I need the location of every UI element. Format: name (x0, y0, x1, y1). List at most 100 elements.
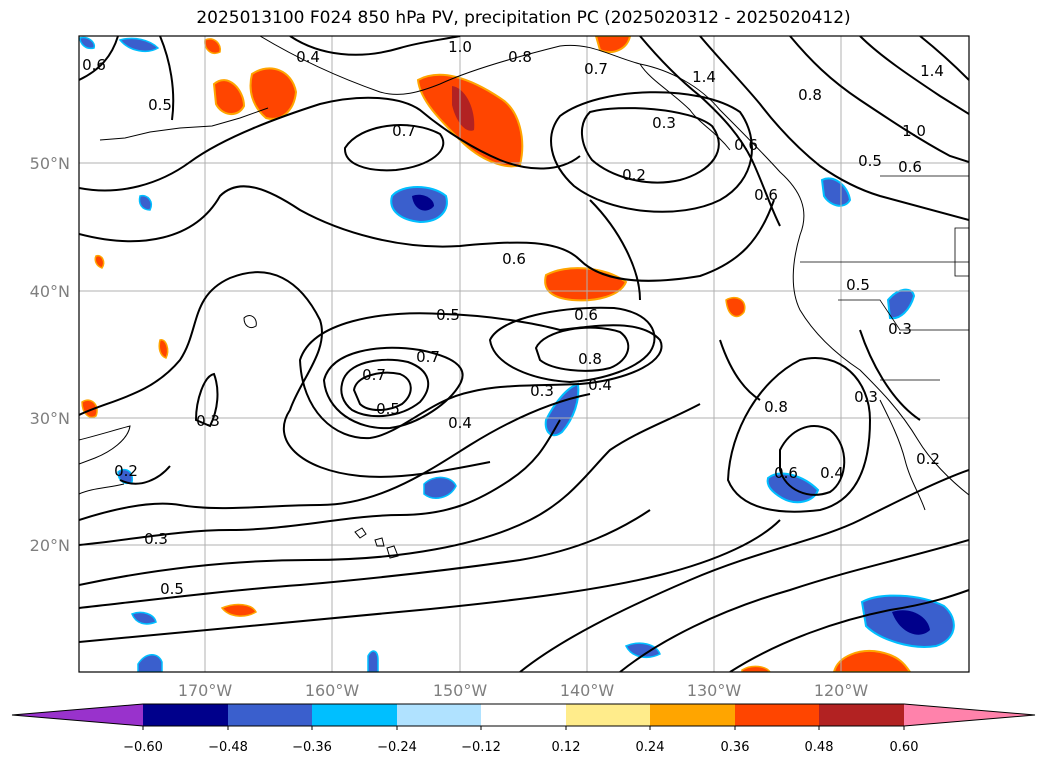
colorbar-tick: −0.48 (208, 740, 248, 755)
contour-label: 0.2 (916, 450, 940, 468)
contour-label: 0.7 (362, 366, 386, 384)
contour-label: 0.8 (798, 86, 822, 104)
contour-label: 0.2 (114, 462, 138, 480)
contour-label: 0.3 (530, 382, 554, 400)
colorbar-tick: 0.12 (552, 740, 581, 755)
contour-label: 0.8 (764, 398, 788, 416)
precip-patch-negative (367, 650, 379, 672)
gridlines (79, 36, 969, 672)
contour-label: 0.5 (436, 306, 460, 324)
precip-patch-negative (79, 36, 96, 50)
contour-label: 0.2 (622, 166, 646, 184)
contour-label: 0.7 (392, 122, 416, 140)
contour-label: 0.3 (196, 412, 220, 430)
contour-label: 0.3 (144, 530, 168, 548)
precip-patch-positive (741, 665, 771, 672)
contour-label: 0.8 (508, 48, 532, 66)
precip-patch-positive (544, 267, 628, 302)
colorbar-tick: −0.60 (123, 740, 163, 755)
colorbar-cell (397, 704, 481, 726)
colorbar-extend-high (904, 704, 1035, 726)
precip-patch-negative (423, 476, 457, 499)
precip-patch-strong-negative (892, 610, 930, 635)
colorbar-cell (566, 704, 650, 726)
lon-label: 130°W (687, 681, 742, 700)
colorbar-tick: 0.36 (721, 740, 750, 755)
colorbar: −0.60 −0.48 −0.36 −0.24 −0.12 0.12 0.24 … (11, 703, 1036, 755)
coastlines (79, 36, 969, 559)
map-title: 2025013100 F024 850 hPa PV, precipitatio… (196, 8, 851, 28)
contour-label: 1.4 (920, 62, 944, 80)
precip-patch-negative (131, 611, 157, 625)
colorbar-cell (650, 704, 735, 726)
precip-patch-negative (138, 194, 152, 211)
precip-patch-positive (725, 296, 746, 318)
colorbar-cell (819, 704, 904, 726)
map-plot-area: 1.0 0.4 0.6 0.5 0.8 0.7 1.4 0.8 1.4 1.0 … (79, 36, 969, 672)
contour-label: 0.6 (734, 136, 758, 154)
precip-patch-positive (158, 339, 169, 359)
lon-label: 120°W (814, 681, 869, 700)
contour-labels: 1.0 0.4 0.6 0.5 0.8 0.7 1.4 0.8 1.4 1.0 … (82, 38, 944, 598)
contour-label: 0.5 (376, 400, 400, 418)
precip-patch-negative (886, 288, 916, 320)
precip-patch-negative (544, 382, 580, 437)
colorbar-extend-low (12, 704, 143, 726)
colorbar-cell (735, 704, 819, 726)
lat-label: 40°N (30, 282, 70, 301)
contour-label: 0.3 (652, 114, 676, 132)
colorbar-cells (11, 703, 1036, 730)
contour-label: 0.6 (502, 250, 526, 268)
lat-label: 30°N (30, 409, 70, 428)
contour-label: 0.4 (296, 48, 320, 66)
contour-label: 0.5 (160, 580, 184, 598)
precip-patch-negative (820, 177, 852, 207)
contour-label: 1.4 (692, 68, 716, 86)
precip-patch-positive (212, 79, 246, 115)
contour-label: 0.7 (584, 60, 608, 78)
precip-patch-positive (94, 254, 105, 269)
colorbar-ticks: −0.60 −0.48 −0.36 −0.24 −0.12 0.12 0.24 … (123, 740, 918, 755)
lat-label: 20°N (30, 536, 70, 555)
colorbar-cell (312, 704, 397, 726)
precip-patch-strong (452, 86, 475, 131)
lon-label: 150°W (433, 681, 488, 700)
contour-label: 0.4 (588, 376, 612, 394)
contour-label: 0.6 (774, 464, 798, 482)
contour-label: 1.0 (902, 122, 926, 140)
borders (800, 175, 969, 381)
precip-patch-positive (220, 603, 257, 617)
colorbar-tick: 0.48 (805, 740, 834, 755)
contour-label: 1.0 (448, 38, 472, 56)
precip-patch-positive (204, 38, 222, 54)
colorbar-tick: −0.36 (292, 740, 332, 755)
contour-label: 0.7 (416, 348, 440, 366)
colorbar-tick: 0.60 (890, 740, 919, 755)
lat-labels: 50°N 40°N 30°N 20°N (30, 154, 70, 555)
lon-label: 160°W (305, 681, 360, 700)
contour-label: 0.5 (846, 276, 870, 294)
contour-label: 0.6 (898, 158, 922, 176)
contour-label: 0.6 (754, 186, 778, 204)
contour-label: 0.8 (578, 350, 602, 368)
lon-label: 140°W (560, 681, 615, 700)
colorbar-cell (143, 704, 228, 726)
contour-label: 0.6 (82, 56, 106, 74)
precip-patch-negative (137, 654, 163, 672)
colorbar-cell (481, 704, 566, 726)
precip-patch-positive (249, 67, 298, 120)
lon-label: 170°W (178, 681, 233, 700)
precip-patches (79, 36, 955, 672)
colorbar-tick: −0.24 (377, 740, 417, 755)
contour-label: 0.6 (574, 306, 598, 324)
lon-labels: 170°W 160°W 150°W 140°W 130°W 120°W (178, 681, 869, 700)
contour-label: 0.5 (858, 152, 882, 170)
contour-label: 0.5 (148, 96, 172, 114)
colorbar-tick: −0.12 (461, 740, 501, 755)
contour-label: 0.3 (888, 320, 912, 338)
colorbar-tick: 0.24 (636, 740, 665, 755)
precip-patch-negative (118, 37, 160, 53)
precip-patch-strong-negative (412, 194, 434, 211)
pv-contours (79, 36, 969, 672)
